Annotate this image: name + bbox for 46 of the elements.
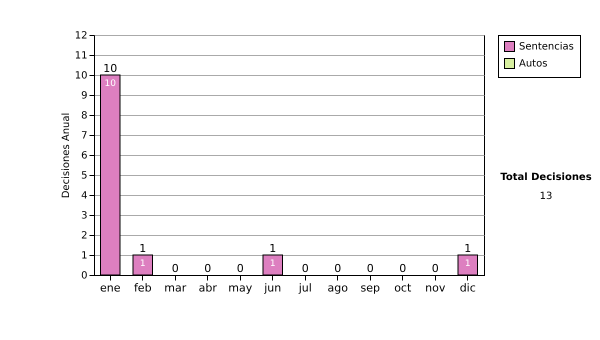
y-tick-label: 12 (74, 30, 88, 42)
y-tick-label: 5 (81, 170, 88, 182)
y-tick-label: 9 (81, 90, 88, 102)
total-label: 10 (103, 62, 118, 75)
x-tick-label: oct (394, 282, 412, 294)
y-tick-label: 7 (81, 130, 88, 142)
total-label: 1 (269, 242, 276, 255)
y-tick-label: 10 (74, 70, 88, 82)
y-tick-label: 2 (81, 230, 88, 242)
y-tick-label: 3 (81, 210, 88, 222)
total-label: 0 (302, 262, 309, 275)
y-tick-label: 8 (81, 110, 88, 122)
total-label: 0 (366, 262, 374, 275)
y-axis-title: Decisiones Anual (60, 112, 72, 198)
x-tick-label: ago (328, 282, 348, 294)
y-tick-label: 6 (81, 150, 88, 162)
x-tick-label: jul (298, 282, 312, 294)
data-label: 1 (464, 259, 471, 269)
legend-label: Sentencias (519, 42, 574, 52)
x-tick-label: dic (460, 282, 476, 294)
y-tick-label: 1 (81, 250, 88, 262)
x-tick-label: nov (425, 282, 446, 294)
x-tick-label: may (228, 282, 253, 294)
total-label: 0 (204, 262, 212, 275)
x-tick-label: mar (164, 282, 187, 294)
x-tick-label: feb (134, 282, 152, 294)
y-tick-label: 11 (74, 50, 88, 62)
y-tick-label: 0 (81, 270, 88, 282)
data-label: 1 (270, 259, 276, 269)
text: 13 (538, 191, 554, 202)
x-tick-label: abr (198, 282, 218, 294)
data-label: 1 (140, 259, 146, 269)
total-label: 1 (139, 242, 146, 255)
total-label: 0 (334, 262, 342, 275)
total-label: 0 (399, 262, 406, 275)
x-tick-label: ene (100, 282, 121, 294)
total-label: 0 (172, 262, 179, 275)
total-label: 0 (236, 262, 244, 275)
y-tick-label: 4 (81, 190, 88, 202)
data-label: 10 (104, 79, 116, 89)
text: Total Decisiones (499, 172, 593, 183)
total-label: 1 (464, 242, 472, 255)
legend-label: Autos (519, 58, 548, 70)
x-tick-label: jun (263, 282, 282, 294)
x-tick-label: sep (360, 282, 380, 294)
total-label: 0 (432, 262, 439, 275)
